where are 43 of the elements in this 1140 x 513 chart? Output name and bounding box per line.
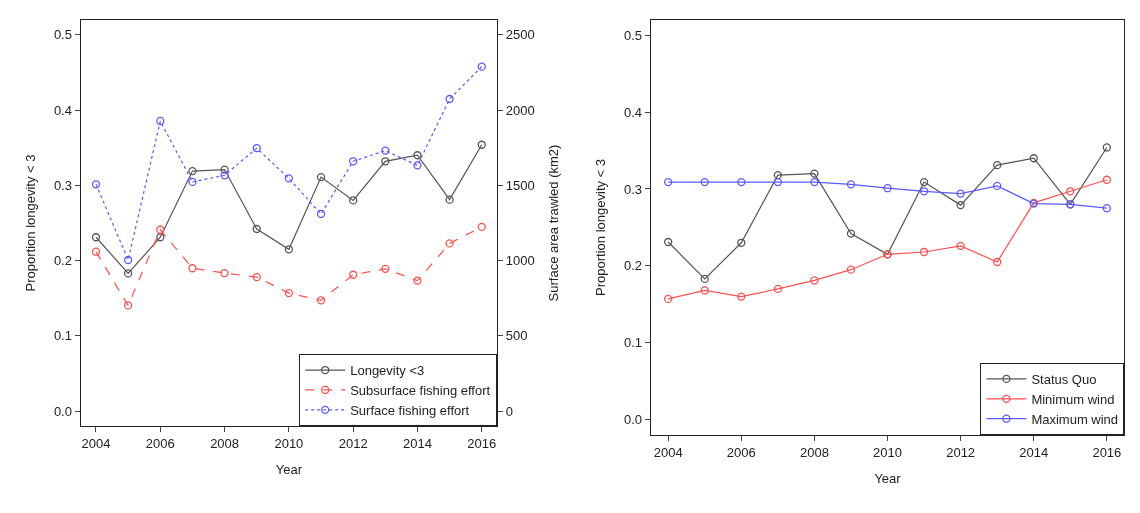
legend-label: Status Quo: [1031, 371, 1097, 387]
x-tick-label: 2006: [145, 435, 175, 451]
y-axis-title: Proportion longevity < 3: [22, 154, 38, 292]
legend-label: Subsurface fishing effort: [350, 383, 491, 399]
x-tick-label: 2008: [210, 435, 240, 451]
x-tick-label: 2006: [726, 444, 756, 460]
legend-label: Maximum wind: [1031, 411, 1119, 427]
y-tick-label: 0.5: [623, 27, 643, 43]
x-tick-label: 2016: [467, 435, 497, 451]
x-axis-title: Year: [874, 471, 902, 487]
y2-tick-label: 0: [505, 403, 514, 419]
legend-label: Longevity <3: [350, 363, 425, 379]
x-tick-label: 2014: [1019, 444, 1049, 460]
x-tick-label: 2014: [403, 435, 432, 451]
x-tick-label: 2010: [873, 444, 902, 460]
y2-tick-label: 1500: [505, 177, 535, 193]
y-tick-label: 0.0: [53, 403, 72, 419]
y2-tick-label: 1000: [505, 253, 535, 269]
x-tick-label: 2004: [81, 435, 111, 451]
legend-label: Surface fishing effort: [350, 402, 470, 418]
y2-tick-label: 2000: [505, 102, 535, 118]
x-tick-label: 2016: [1092, 444, 1122, 460]
legend-label: Minimum wind: [1031, 391, 1115, 407]
y-tick-label: 0.3: [53, 177, 72, 193]
y2-tick-label: 2500: [505, 27, 535, 43]
y-tick-label: 0.2: [53, 253, 72, 269]
y-tick-label: 0.4: [623, 104, 643, 120]
y-tick-label: 0.3: [623, 181, 643, 197]
x-tick-label: 2012: [946, 444, 976, 460]
y-tick-label: 0.2: [623, 258, 643, 274]
y-tick-label: 0.4: [53, 102, 72, 118]
y2-axis-title: Surface area trawled (km2): [546, 144, 562, 302]
y-tick-label: 0.1: [623, 335, 643, 351]
y-tick-label: 0.0: [623, 412, 643, 428]
y2-tick-label: 500: [505, 328, 528, 344]
x-tick-label: 2008: [799, 444, 829, 460]
x-tick-label: 2012: [338, 435, 368, 451]
x-tick-label: 2010: [274, 435, 304, 451]
y-axis-title: Proportion longevity < 3: [592, 158, 608, 296]
y-tick-label: 0.1: [53, 328, 72, 344]
y-tick-label: 0.5: [53, 27, 72, 43]
x-axis-title: Year: [275, 462, 303, 478]
x-tick-label: 2004: [653, 444, 683, 460]
